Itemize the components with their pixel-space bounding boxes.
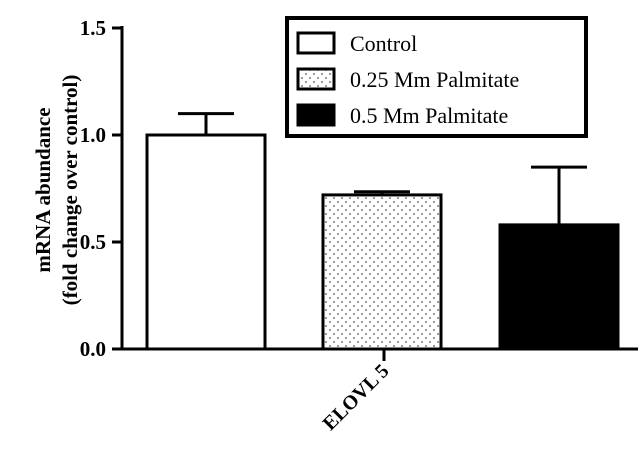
y-tick-label: 0.5 (80, 230, 106, 254)
bars-group (147, 114, 618, 349)
bar-control (147, 135, 265, 349)
y-tick-label: 1.5 (80, 16, 106, 40)
legend-swatch (298, 33, 334, 53)
legend-label: 0.5 Mm Palmitate (350, 103, 508, 128)
x-category-label: ELOVL 5 (319, 360, 394, 435)
bar-palmitate-05 (500, 225, 618, 349)
bar-palmitate-025 (323, 195, 441, 349)
y-tick-label: 0.0 (80, 337, 106, 361)
y-axis-title-line2: (fold change over control) (58, 75, 82, 306)
y-axis-title-line1: mRNA abundance (31, 107, 55, 272)
legend-label: Control (350, 31, 417, 56)
legend: Control 0.25 Mm Palmitate 0.5 Mm Palmitate (287, 18, 586, 136)
y-axis-ticks: 0.0 0.5 1.0 1.5 (80, 16, 122, 361)
legend-swatch (298, 69, 334, 89)
y-axis-title: mRNA abundance (fold change over control… (31, 75, 82, 306)
y-tick-label: 1.0 (80, 123, 106, 147)
legend-swatch (298, 105, 334, 125)
legend-label: 0.25 Mm Palmitate (350, 67, 519, 92)
